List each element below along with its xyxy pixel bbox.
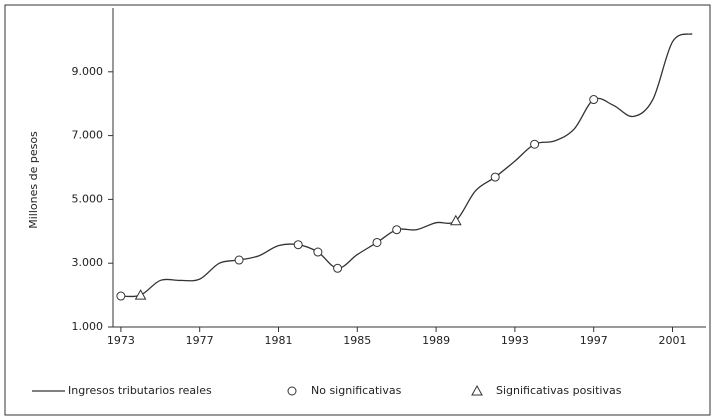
- marker-circle: [313, 247, 323, 257]
- marker-triangle: [449, 214, 462, 226]
- y-tick-label: 1.000: [72, 320, 104, 333]
- x-tick-label: 1981: [264, 334, 292, 347]
- marker-circle: [490, 172, 500, 182]
- legend-label: Ingresos tributarios reales: [68, 384, 212, 397]
- legend-label: No significativas: [311, 384, 402, 397]
- marker-circle: [293, 240, 303, 250]
- x-tick-label: 1989: [422, 334, 450, 347]
- x-tick-label: 1977: [186, 334, 214, 347]
- legend-swatch: [471, 384, 483, 396]
- marker-circle: [589, 95, 599, 105]
- y-tick-label: 7.000: [72, 129, 104, 142]
- marker-circle: [333, 263, 343, 273]
- y-axis-label: Millones de pesos: [27, 131, 40, 229]
- marker-circle: [530, 139, 540, 149]
- y-tick-label: 9.000: [72, 65, 104, 78]
- marker-circle: [234, 255, 244, 265]
- x-tick-label: 1997: [580, 334, 608, 347]
- frame: [4, 4, 711, 416]
- x-tick-label: 1973: [107, 334, 135, 347]
- x-tick-label: 1993: [501, 334, 529, 347]
- x-tick-label: 2001: [659, 334, 687, 347]
- legend-swatch: [287, 386, 297, 396]
- marker-circle: [116, 291, 126, 301]
- legend-label: Significativas positivas: [496, 384, 622, 397]
- marker-circle: [392, 225, 402, 235]
- data-line: [120, 33, 693, 298]
- y-tick-label: 5.000: [72, 192, 104, 205]
- marker-triangle: [134, 289, 147, 300]
- x-tick-label: 1985: [343, 334, 371, 347]
- y-tick-label: 3.000: [72, 256, 104, 269]
- marker-circle: [372, 237, 382, 247]
